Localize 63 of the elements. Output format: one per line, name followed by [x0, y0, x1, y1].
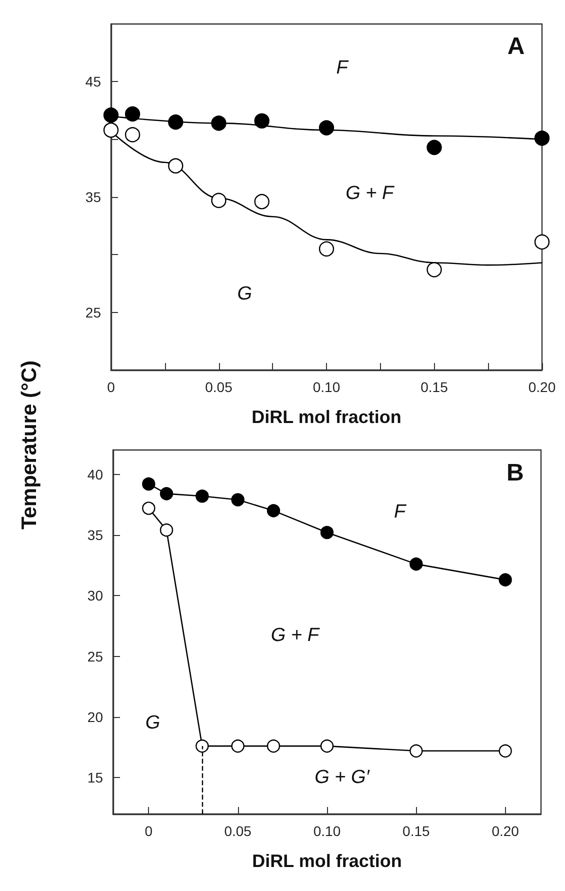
point [534, 234, 550, 250]
annotation: F [336, 57, 350, 78]
point [426, 262, 442, 278]
annotation: F [394, 501, 407, 522]
point [254, 113, 270, 128]
point [103, 122, 119, 138]
annotation: G + F [270, 625, 320, 646]
x-tick-label: 0.15 [420, 379, 448, 395]
annotation: G + F [346, 183, 396, 204]
point [318, 120, 334, 136]
x-axis-title: DiRL mol fraction [252, 407, 402, 427]
x-tick-label: 0.05 [205, 379, 233, 395]
point [266, 504, 280, 518]
x-tick-label: 0.20 [528, 379, 556, 395]
point [124, 106, 140, 122]
x-tick-label: 0.20 [492, 823, 520, 839]
point [168, 114, 184, 130]
y-tick-label: 30 [87, 588, 104, 604]
y-tick-label: 35 [87, 526, 104, 543]
x-tick-label: 0.15 [402, 823, 430, 839]
point [142, 502, 156, 515]
point [254, 194, 270, 210]
y-tick-label: 20 [87, 708, 104, 725]
annotation: G + G′ [314, 767, 371, 788]
y-tick-label: 35 [85, 189, 102, 205]
point [168, 158, 184, 174]
y-tick-label: 40 [87, 466, 104, 482]
x-tick-label: 0.05 [224, 823, 252, 839]
x-axis-title: DiRL mol fraction [252, 851, 402, 871]
point [426, 140, 442, 156]
point [103, 108, 119, 123]
x-tick-label: 0 [144, 823, 153, 839]
point [211, 116, 226, 131]
annotation: G [237, 283, 252, 304]
point [160, 487, 174, 500]
y-tick-label: 25 [85, 304, 102, 320]
point [410, 744, 423, 758]
point [266, 739, 280, 753]
point [320, 739, 334, 753]
point [231, 739, 244, 753]
x-tick-label: 0.10 [313, 823, 341, 839]
y-tick-label: 25 [87, 648, 104, 664]
point [211, 192, 226, 208]
y-axis-title: Temperature (°C) [18, 360, 42, 530]
point [124, 127, 140, 142]
point [318, 241, 334, 256]
x-tick-label: 0 [107, 379, 116, 395]
y-tick-label: 15 [87, 770, 104, 786]
point [160, 523, 174, 537]
point [410, 557, 423, 571]
x-tick-label: 0.10 [312, 379, 340, 395]
point [498, 573, 512, 586]
point [534, 130, 550, 146]
point [498, 744, 512, 758]
point [320, 526, 334, 540]
point [142, 477, 156, 491]
annotation: B [506, 459, 524, 486]
annotation: G [145, 712, 160, 734]
y-tick-label: 45 [85, 74, 102, 90]
point [196, 490, 209, 503]
annotation: A [507, 32, 525, 60]
point [196, 739, 209, 753]
point [231, 493, 244, 506]
